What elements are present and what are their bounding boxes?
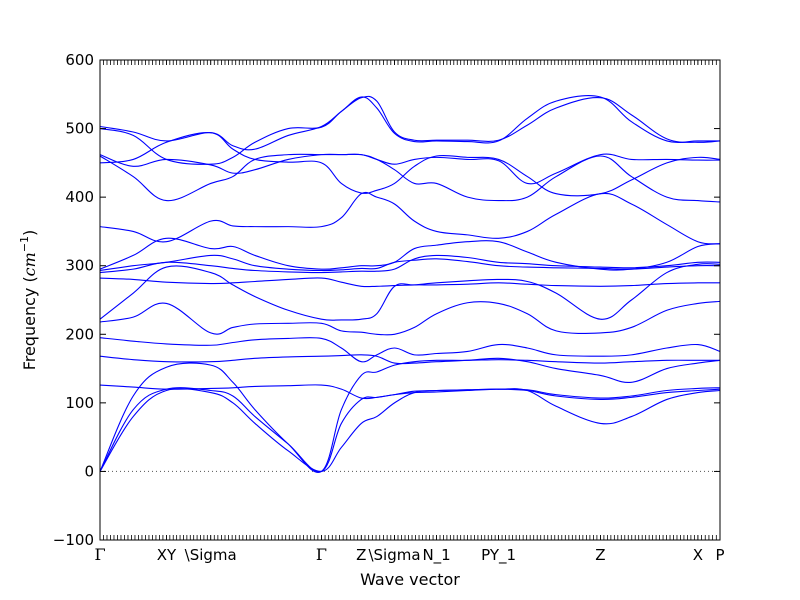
y-axis-label-exponent: −1 (18, 236, 31, 252)
y-tick-label: 500 (65, 120, 94, 138)
x-tick-label: Γ (94, 545, 105, 564)
y-tick-label: 0 (84, 462, 94, 480)
branch-line-12 (99, 237, 721, 271)
branch-line-17 (99, 95, 721, 165)
y-tick-label: 600 (65, 51, 94, 69)
x-tick-label: \Sigma (185, 546, 237, 564)
x-tick-label: N_1 (422, 546, 450, 565)
y-tick-label: 100 (65, 394, 94, 412)
y-axis-label-text: Frequency ( (20, 276, 39, 370)
branch-line-3 (99, 359, 720, 474)
x-axis-ticks: Γ XY \Sigma Γ Z \Sigma N_1 PY_1 Z X P (94, 60, 725, 565)
x-tick-label: Z (595, 546, 605, 564)
branch-line-1 (99, 388, 721, 472)
phonon-branches (99, 95, 721, 474)
y-tick-label: 200 (65, 325, 94, 343)
x-tick-label: X (693, 546, 703, 564)
x-tick-label: PY_1 (481, 546, 516, 565)
y-tick-label: 300 (65, 257, 94, 275)
branch-line-10 (99, 254, 721, 274)
branch-line-6 (99, 337, 721, 363)
branch-line-5 (99, 354, 721, 383)
branch-line-8 (99, 263, 721, 321)
y-tick-label: −100 (53, 531, 94, 549)
x-tick-label: P (715, 546, 724, 564)
branch-line-15 (99, 153, 721, 185)
plot-frame (99, 59, 721, 541)
branch-line-14 (99, 153, 721, 203)
branch-line-18 (99, 95, 720, 151)
x-tick-label: \Sigma (368, 546, 420, 564)
x-tick-label: Z (356, 546, 366, 564)
y-axis-label: Frequency (cm−1) (18, 230, 39, 371)
x-tick-label: XY (157, 546, 177, 564)
y-axis-ticks: −100 0 100 200 300 400 500 600 (53, 51, 720, 549)
branch-line-9 (99, 277, 721, 288)
branch-line-7 (99, 300, 721, 336)
x-axis-label: Wave vector (360, 570, 460, 589)
y-axis-label-unit: cm (20, 252, 39, 276)
y-tick-label: 400 (65, 188, 94, 206)
y-axis-label-close: ) (20, 230, 39, 236)
branch-line-16 (99, 131, 721, 197)
branch-line-13 (99, 191, 721, 245)
branch-line-4 (99, 384, 721, 400)
x-tick-label: Γ (316, 545, 327, 564)
